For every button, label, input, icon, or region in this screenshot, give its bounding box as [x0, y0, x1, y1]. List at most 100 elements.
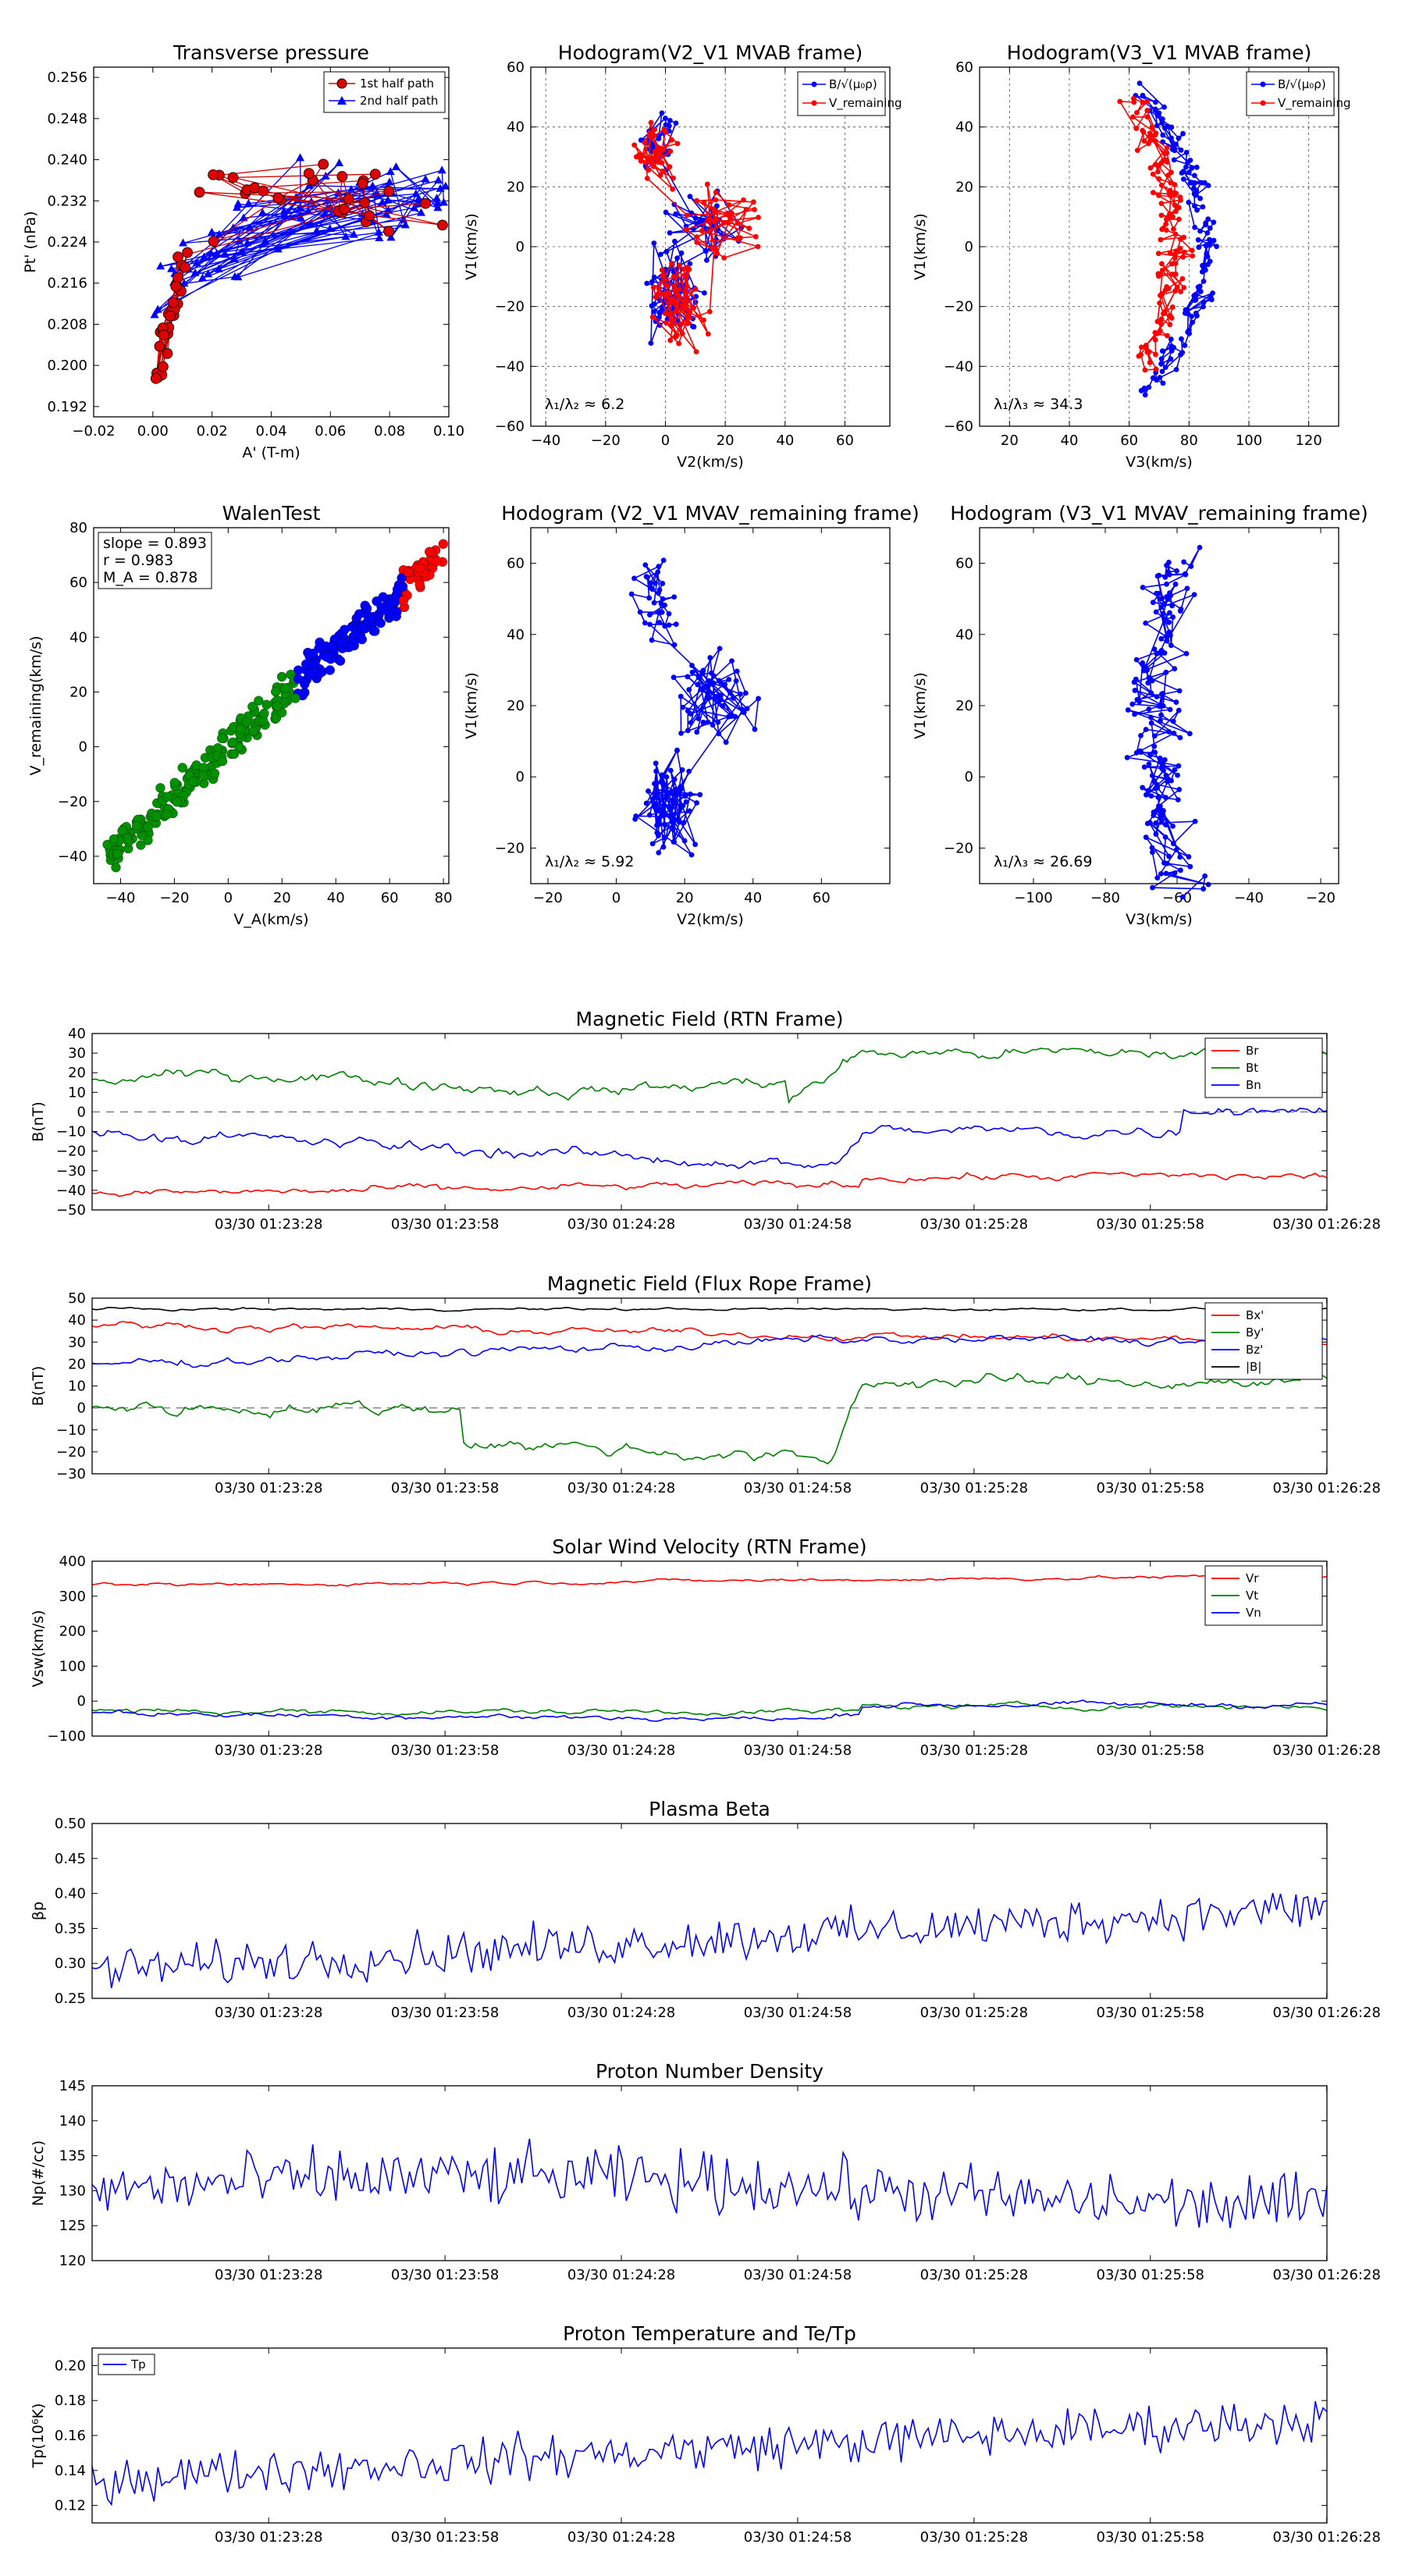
mag-fr-legend-label-1: By': [1246, 1325, 1264, 1340]
walen-xtick-label-4: 40: [327, 890, 345, 906]
h4-point-115: [1176, 787, 1183, 792]
h2-b-point-30: [1171, 157, 1177, 163]
pt-2nd-point-11: [243, 238, 252, 247]
walen-point-333: [198, 770, 208, 781]
pt-1st-point-26: [150, 372, 162, 384]
pt-2nd-point-14: [347, 185, 356, 194]
walen-point-322: [398, 596, 409, 606]
h2-v-point-74: [1190, 253, 1196, 259]
h2-v-point-4: [1131, 99, 1137, 105]
walen-ylabel: V_remaining(km/s): [27, 635, 44, 775]
h1-annotation: λ₁/λ₂ ≈ 6.2: [545, 396, 624, 413]
h1-v-point-124: [660, 272, 666, 279]
h3-point-74: [731, 696, 736, 701]
walen-xtick-label-6: 80: [435, 890, 453, 906]
h1-v-point-91: [673, 308, 679, 314]
mag-fr-xtick-label-2: 03/30 01:24:28: [567, 1480, 675, 1496]
mag-fr-xtick-label-0: 03/30 01:23:28: [215, 1480, 322, 1496]
walen-point-40: [335, 656, 346, 666]
h1-xtick-label-5: 60: [836, 432, 854, 449]
h4-point-31: [1158, 604, 1165, 610]
tp-ytick-label-0: 0.12: [55, 2498, 86, 2514]
pt-2nd-point-28: [156, 262, 165, 270]
h1-v-point-12: [638, 155, 644, 162]
walen-xtick-label-1: −20: [159, 890, 189, 906]
h3-point-126: [680, 802, 686, 809]
h4-point-76: [1132, 711, 1137, 717]
h4-point-57: [1144, 667, 1151, 673]
h4-point-133: [1153, 820, 1159, 826]
h3-point-41: [718, 692, 724, 699]
pt-1st-point-55: [227, 172, 239, 183]
h1-v-point-64: [704, 181, 710, 187]
h2-v-point-125: [1147, 360, 1153, 365]
pt-1st-point-52: [343, 193, 354, 205]
h1-b-point-129: [663, 248, 670, 254]
h1-b-point-42: [657, 251, 663, 258]
h2-v-point-77: [1177, 245, 1183, 251]
pt-2nd-point-22: [383, 195, 393, 204]
walen-point-328: [391, 611, 401, 621]
h3-ytick-label-3: 40: [507, 627, 525, 643]
tp-chart: Proton Temperature and Te/Tp 0.12 0.14 0.16…: [30, 2322, 1381, 2546]
walen-ytick-label-0: −40: [58, 849, 87, 865]
h2-v-point-54: [1163, 221, 1169, 227]
h3-point-144: [687, 808, 692, 814]
h3-point-30: [656, 619, 663, 625]
mag-fr-ytick-label-7: 40: [68, 1312, 86, 1329]
pt-2nd-point-46: [190, 268, 200, 276]
pt-2nd-point-90: [410, 203, 419, 212]
h2-v-point-40: [1167, 187, 1173, 194]
mag-fr-xtick-label-5: 03/30 01:25:58: [1097, 1480, 1204, 1496]
h4-point-73: [1173, 699, 1179, 705]
h3-point-161: [676, 818, 682, 824]
h1-v-point-100: [663, 320, 669, 326]
h1-v-point-101: [649, 314, 656, 320]
h1-b-point-116: [651, 301, 657, 308]
mag-fr-ytick-label-2: −10: [56, 1422, 86, 1439]
h2-b-point-53: [1204, 229, 1211, 236]
h2-b-point-14: [1173, 141, 1179, 148]
h1-v-point-58: [706, 228, 713, 234]
h2-b-point-118: [1178, 351, 1183, 358]
h4-point-81: [1158, 712, 1164, 718]
h4-point-168: [1202, 873, 1208, 879]
h3-point-27: [658, 600, 664, 607]
beta-frame: [91, 1823, 1328, 1999]
h4-point-13: [1140, 585, 1146, 590]
pt-2nd-point-77: [233, 202, 242, 211]
tp-title: Proton Temperature and Te/Tp: [563, 2322, 856, 2345]
h4-point-161: [1178, 867, 1183, 873]
h1-v-point-114: [664, 283, 670, 288]
pt-1st-point-53: [194, 187, 205, 198]
h3-point-6: [651, 600, 657, 606]
h1-v-point-112: [668, 318, 674, 323]
pt-2nd-point-91: [434, 176, 443, 184]
h1-v-point-84: [691, 304, 697, 311]
h4-point-25: [1150, 600, 1156, 606]
mag-fr-xtick-label-1: 03/30 01:23:58: [391, 1480, 499, 1496]
walen-point-142: [102, 839, 112, 850]
h2-v-point-48: [1150, 190, 1156, 196]
vel-title: Solar Wind Velocity (RTN Frame): [552, 1535, 866, 1558]
h3-point-1: [647, 580, 653, 586]
h1-v-point-39: [684, 212, 690, 219]
h1-ylabel: V1(km/s): [463, 213, 480, 280]
vel-xtick-label-3: 03/30 01:24:58: [744, 1742, 852, 1759]
h2-b-point-62: [1207, 237, 1212, 243]
h3-point-2: [660, 557, 667, 564]
h2-v-point-30: [1164, 159, 1170, 165]
np-xtick-label-1: 03/30 01:23:58: [391, 2267, 499, 2283]
vel-ylabel: Vsw(km/s): [30, 1610, 47, 1687]
h1-v-point-43: [721, 254, 727, 261]
h4-xtick-label-1: −80: [1090, 890, 1120, 906]
h2-annotation: λ₁/λ₃ ≈ 34.3: [994, 396, 1083, 413]
np-xtick-label-0: 03/30 01:23:28: [215, 2267, 322, 2283]
pt-1st-point-37: [318, 158, 329, 170]
h4-point-164: [1158, 870, 1164, 877]
h4-point-143: [1153, 831, 1159, 837]
h4-point-11: [1183, 571, 1189, 578]
mag-fr-legend-label-0: Bx': [1246, 1308, 1264, 1322]
mag-fr-ytick-label-5: 20: [68, 1356, 86, 1372]
h4-point-154: [1166, 853, 1172, 859]
